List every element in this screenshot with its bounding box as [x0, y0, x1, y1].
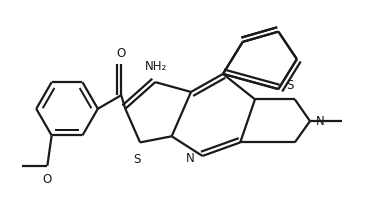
Text: S: S	[286, 79, 293, 92]
Text: NH₂: NH₂	[145, 60, 167, 73]
Text: O: O	[43, 173, 52, 186]
Text: N: N	[316, 115, 325, 128]
Text: O: O	[117, 47, 126, 60]
Text: S: S	[133, 153, 141, 166]
Text: N: N	[186, 151, 195, 165]
